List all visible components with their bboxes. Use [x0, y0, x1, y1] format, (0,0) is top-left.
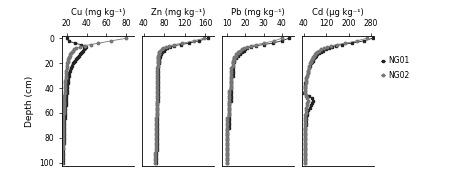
Line: NG01: NG01: [226, 37, 290, 164]
NG01: [60, 162, 65, 164]
NG02: [124, 37, 129, 39]
NG02: [279, 37, 284, 39]
NG01: [64, 37, 70, 39]
NG02: [155, 58, 160, 61]
Line: NG01: NG01: [303, 37, 374, 164]
NG01: [318, 51, 324, 53]
NG02: [69, 51, 74, 53]
Title: Cd (μg kg⁻¹): Cd (μg kg⁻¹): [312, 8, 364, 17]
Line: NG02: NG02: [154, 37, 205, 164]
NG01: [79, 51, 84, 53]
NG01: [156, 58, 162, 61]
Line: NG01: NG01: [155, 37, 209, 164]
NG02: [261, 42, 266, 44]
NG02: [59, 162, 64, 164]
NG02: [154, 92, 159, 94]
Line: NG02: NG02: [303, 37, 368, 164]
NG01: [244, 47, 250, 49]
Line: NG02: NG02: [226, 37, 283, 164]
NG01: [310, 58, 316, 61]
NG01: [186, 42, 191, 44]
NG01: [82, 47, 87, 49]
NG01: [226, 122, 232, 124]
NG02: [302, 92, 308, 94]
NG02: [62, 92, 67, 94]
NG01: [164, 47, 170, 49]
NG02: [153, 162, 158, 164]
NG01: [155, 92, 160, 94]
NG02: [364, 37, 370, 39]
NG01: [228, 92, 234, 94]
NG01: [159, 51, 165, 53]
NG02: [224, 122, 230, 124]
NG02: [96, 42, 101, 44]
NG01: [153, 162, 159, 164]
NG01: [64, 92, 70, 94]
Line: NG02: NG02: [60, 37, 128, 164]
NG02: [321, 47, 327, 49]
NG02: [301, 162, 307, 164]
NG02: [309, 58, 315, 61]
NG02: [343, 42, 348, 44]
NG02: [235, 51, 241, 53]
NG01: [370, 37, 375, 39]
NG01: [205, 37, 210, 39]
NG02: [201, 37, 207, 39]
NG02: [224, 162, 230, 164]
NG01: [303, 122, 309, 124]
NG01: [154, 122, 160, 124]
NG01: [301, 92, 307, 94]
NG01: [270, 42, 275, 44]
NG01: [61, 122, 66, 124]
Legend: NG01, NG02: NG01, NG02: [381, 56, 410, 80]
NG01: [224, 162, 230, 164]
NG01: [302, 162, 308, 164]
NG01: [72, 42, 77, 44]
NG02: [302, 122, 308, 124]
NG01: [239, 51, 245, 53]
NG02: [160, 47, 166, 49]
Title: Cu (mg kg⁻¹): Cu (mg kg⁻¹): [71, 8, 125, 17]
NG01: [286, 37, 292, 39]
NG02: [232, 58, 237, 61]
NG02: [60, 122, 65, 124]
NG01: [73, 58, 78, 61]
NG02: [179, 42, 185, 44]
NG02: [241, 47, 246, 49]
NG02: [73, 47, 78, 49]
Title: Zn (mg kg⁻¹): Zn (mg kg⁻¹): [151, 8, 205, 17]
NG01: [326, 47, 331, 49]
NG02: [315, 51, 320, 53]
NG01: [349, 42, 355, 44]
NG02: [153, 122, 159, 124]
Y-axis label: Depth (cm): Depth (cm): [25, 76, 34, 127]
NG02: [156, 51, 162, 53]
Line: NG01: NG01: [61, 37, 87, 164]
NG02: [226, 92, 232, 94]
Title: Pb (mg kg⁻¹): Pb (mg kg⁻¹): [231, 8, 285, 17]
NG01: [232, 58, 237, 61]
NG02: [65, 58, 71, 61]
